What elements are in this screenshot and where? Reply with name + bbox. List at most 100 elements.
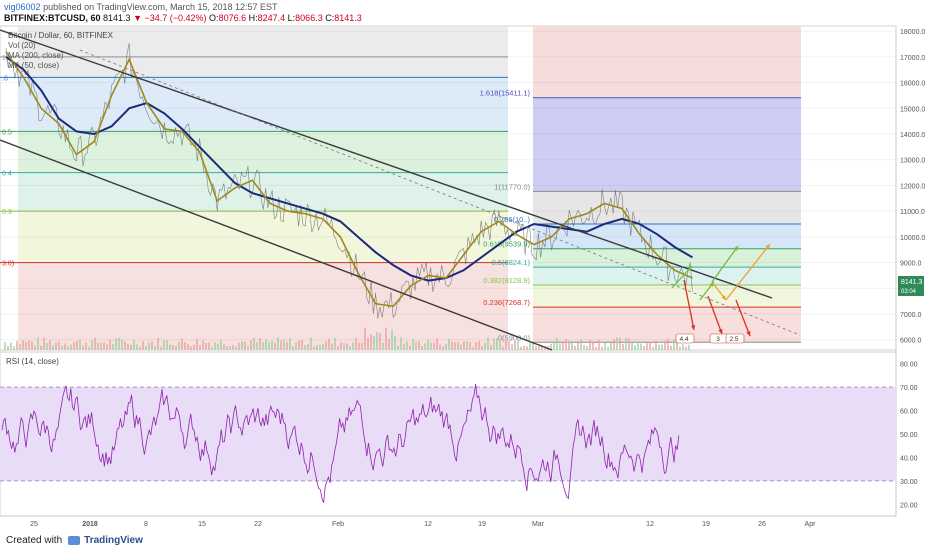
volume-bar (235, 346, 237, 350)
volume-bar (148, 342, 150, 350)
volume-bar (604, 342, 606, 350)
volume-bar (340, 342, 342, 350)
time-tick-label: Feb (332, 521, 344, 528)
volume-bar (439, 344, 441, 350)
volume-bar (553, 342, 555, 350)
volume-bar (271, 340, 273, 350)
rsi-line (1, 384, 680, 503)
tradingview-link[interactable]: TradingView (84, 535, 143, 546)
volume-bar (274, 342, 276, 350)
volume-bar (646, 343, 648, 350)
orange-arrow-head (721, 295, 726, 300)
volume-bar (301, 340, 303, 350)
volume-bar (208, 342, 210, 350)
fib-right-label: 0.618(9539.9) (483, 240, 530, 249)
volume-bar (223, 344, 225, 350)
volume-bar (190, 346, 192, 350)
volume-bar (211, 346, 213, 350)
volume-bar (601, 346, 603, 350)
price-tick-label: 9000.0 (900, 261, 922, 268)
volume-bar (322, 343, 324, 350)
volume-bar (421, 346, 423, 350)
volume-bar (568, 340, 570, 350)
volume-bar (331, 343, 333, 350)
price-badge-value: 8141.3 (901, 279, 923, 286)
volume-bar (526, 346, 528, 350)
volume-bar (55, 342, 57, 350)
volume-bar (349, 346, 351, 350)
orange-arrow (725, 243, 771, 301)
fib-right-label: 0.382(8128.9) (483, 276, 530, 285)
volume-bar (124, 341, 126, 350)
rsi-band (0, 387, 896, 481)
rsi-tick-label: 60.00 (900, 409, 918, 416)
volume-bar (193, 344, 195, 350)
volume-bar (667, 338, 669, 350)
volume-bar (418, 340, 420, 350)
volume-bar (175, 346, 177, 350)
fib-right-label: 1(11770.0) (494, 182, 530, 191)
volume-bar (622, 343, 624, 350)
volume-bar (658, 344, 660, 350)
down-arrow-head (746, 331, 751, 336)
volume-bar (637, 341, 639, 350)
volume-bar (154, 345, 156, 350)
channel-lower-line (0, 139, 553, 351)
volume-bar (475, 342, 477, 350)
time-tick-label: 8 (144, 521, 148, 528)
price-tick-label: 17000.0 (900, 55, 925, 62)
volume-bar (373, 335, 375, 350)
drawings: 4.4 3 2.5 (0, 29, 801, 351)
volume-bar (523, 345, 525, 350)
volume-bar (214, 342, 216, 350)
down-arrow-head (690, 325, 696, 330)
author-link[interactable]: vig06002 (4, 2, 41, 12)
volume-bar (187, 344, 189, 350)
volume-bar (346, 343, 348, 350)
price-change: ▼ −34.7 (−0.42%) (133, 13, 207, 23)
volume-bar (295, 342, 297, 350)
volume-bar (10, 342, 12, 350)
rsi-tick-label: 40.00 (900, 455, 918, 462)
volume-bar (133, 340, 135, 350)
projection-badge (725, 333, 745, 344)
time-tick-label: 25 (30, 521, 38, 528)
down-arrow (735, 299, 751, 337)
volume-bar (565, 339, 567, 350)
up-arrow-head (733, 246, 738, 251)
volume-bar (100, 342, 102, 350)
volume-bar (25, 342, 27, 350)
volume-bar (463, 341, 465, 350)
volume-bar (379, 333, 381, 350)
volume-bar (61, 345, 63, 350)
volume-bar (478, 340, 480, 350)
volume-bar (595, 346, 597, 350)
volume-bar (64, 343, 66, 350)
volume-bar (73, 342, 75, 350)
volume-bar (307, 343, 309, 350)
price-tick-label: 13000.0 (900, 158, 925, 165)
rsi-tick-label: 20.00 (900, 502, 918, 509)
volume-bar (433, 342, 435, 350)
volume-bar (610, 342, 612, 350)
volume-bar (16, 341, 18, 350)
time-tick-label: 19 (478, 521, 486, 528)
price-badge-time: 03:04 (901, 289, 917, 295)
volume-bar (286, 341, 288, 350)
time-tick-label: 19 (702, 521, 710, 528)
volume-bar (454, 342, 456, 350)
fib-left-zone (18, 172, 508, 212)
volume-bar (448, 338, 450, 350)
ma50-legend: MA (50, close) (8, 61, 59, 70)
time-tick-label: 2018 (82, 521, 98, 528)
volume-bar (643, 346, 645, 350)
volume-bar (496, 338, 498, 350)
fib-right-zone (533, 191, 801, 224)
volume-bar (280, 340, 282, 350)
volume-bar (328, 338, 330, 350)
volume-bar (103, 342, 105, 350)
volume-bar (586, 345, 588, 350)
low-label: L: (287, 13, 296, 23)
volume-bar (460, 344, 462, 350)
